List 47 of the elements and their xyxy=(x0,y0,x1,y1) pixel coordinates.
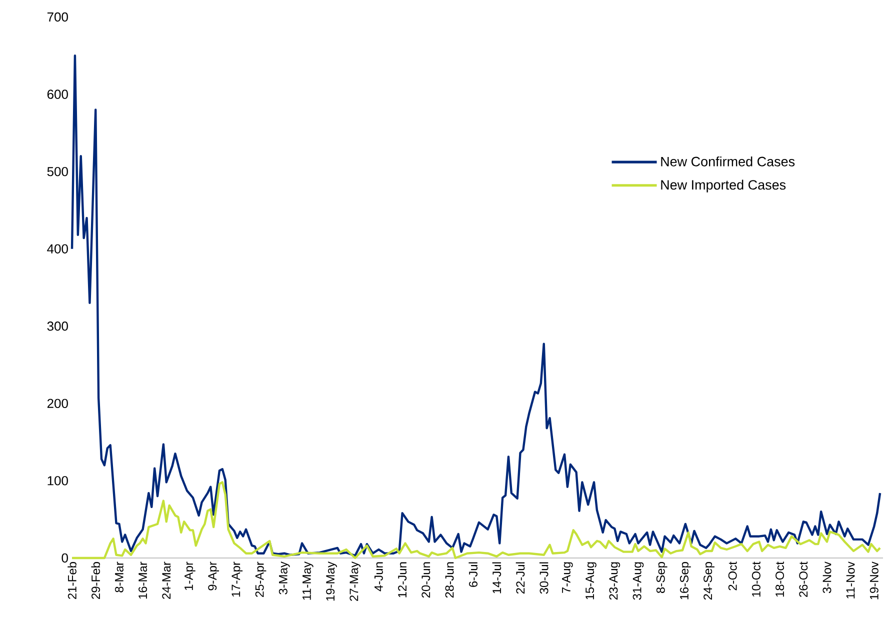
x-tick-label: 7-Aug xyxy=(562,562,573,593)
x-tick-label: 19-May xyxy=(326,562,337,601)
x-tick-label: 4-Jun xyxy=(374,562,383,592)
x-tick-label: 12-Jun xyxy=(398,562,407,598)
x-tick-label: 24-Sep xyxy=(704,562,714,600)
x-tick-label: 8-Sep xyxy=(656,562,668,594)
legend-label: New Imported Cases xyxy=(661,180,786,192)
y-tick-label: 100 xyxy=(48,476,68,486)
x-tick-label: 17-Apr xyxy=(232,562,243,597)
x-tick-label: 21-Feb xyxy=(68,562,76,599)
legend-label: New Confirmed Cases xyxy=(661,156,795,166)
x-tick-label: 27-May xyxy=(350,562,361,601)
y-tick-label: 200 xyxy=(47,398,68,408)
x-tick-label: 31-Aug xyxy=(632,562,644,600)
x-tick-label: 30-Jul xyxy=(539,562,548,594)
y-tick-label: 700 xyxy=(47,12,68,22)
x-tick-label: 23-Aug xyxy=(609,562,620,600)
x-tick-label: 24-Mar xyxy=(162,562,171,599)
x-tick-label: 11-Nov xyxy=(846,562,855,598)
y-tick-label: 600 xyxy=(47,90,68,99)
x-tick-label: 2-Oct xyxy=(728,562,737,590)
x-tick-label: 9-Apr xyxy=(208,562,220,590)
x-tick-label: 11-May xyxy=(302,562,314,600)
x-tick-label: 10-Oct xyxy=(752,562,760,597)
x-tick-label: 1-Apr xyxy=(184,562,196,590)
x-tick-label: 14-Jul xyxy=(492,562,502,594)
x-tick-label: 3-Nov xyxy=(822,562,832,594)
x-tick-label: 18-Oct xyxy=(776,562,784,597)
y-tick-label: 400 xyxy=(47,244,68,254)
x-tick-label: 3-May xyxy=(278,562,290,594)
x-tick-label: 19-Nov xyxy=(870,562,878,600)
line-series xyxy=(70,54,882,557)
y-tick-label: 500 xyxy=(47,166,68,176)
y-tick-label: 0 xyxy=(62,553,68,563)
x-tick-label: 16-Mar xyxy=(138,562,148,599)
x-tick-label: 16-Sep xyxy=(680,562,691,600)
x-tick-label: 26-Oct xyxy=(799,562,808,597)
y-tick-label: 300 xyxy=(47,322,68,331)
x-tick-label: 15-Aug xyxy=(586,562,596,600)
x-tick-label: 29-Feb xyxy=(91,562,100,599)
x-tick-label: 8-Mar xyxy=(114,562,124,592)
x-tick-label: 20-Jun xyxy=(422,562,430,598)
x-tick-label: 22-Jul xyxy=(516,562,525,594)
x-tick-label: 25-Apr xyxy=(255,562,266,597)
x-tick-label: 28-Jun xyxy=(445,562,454,598)
x-tick-label: 6-Jul xyxy=(468,562,478,587)
line-series xyxy=(70,481,882,560)
